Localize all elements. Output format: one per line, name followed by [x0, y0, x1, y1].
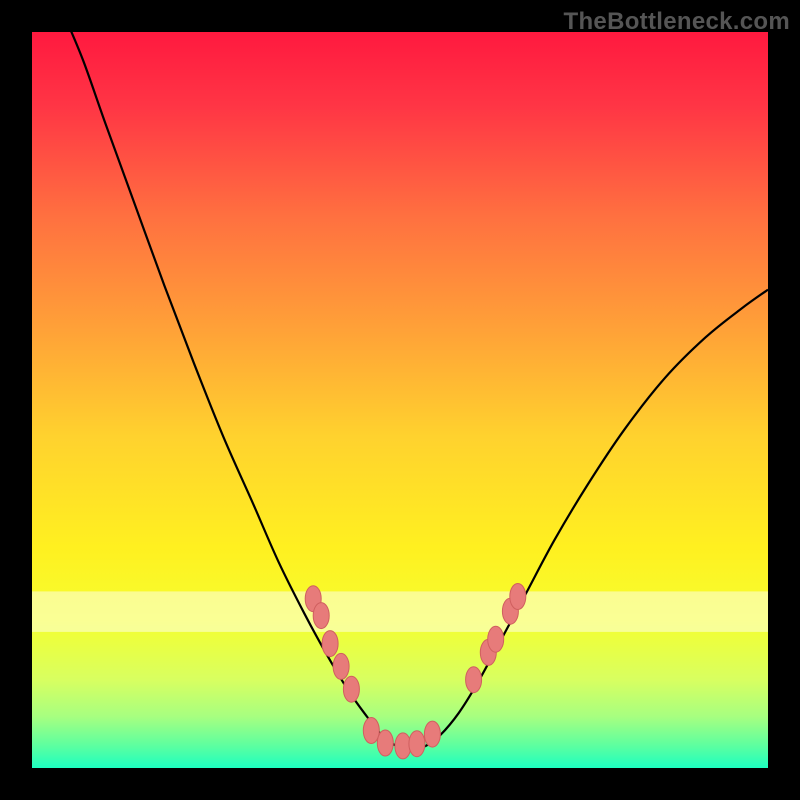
data-marker: [313, 603, 329, 629]
data-marker: [424, 721, 440, 747]
data-marker: [409, 731, 425, 757]
data-marker: [333, 653, 349, 679]
watermark-text: TheBottleneck.com: [564, 8, 790, 36]
chart-overlay-svg: [32, 32, 768, 768]
data-marker: [466, 667, 482, 693]
data-marker: [488, 626, 504, 652]
highlight-band: [32, 591, 768, 632]
bottleneck-curve: [65, 32, 768, 750]
data-marker: [343, 676, 359, 702]
chart-plot-area: [32, 32, 768, 768]
data-marker: [510, 584, 526, 610]
data-marker: [377, 730, 393, 756]
data-marker: [322, 631, 338, 657]
data-marker: [363, 718, 379, 744]
data-marker: [395, 733, 411, 759]
